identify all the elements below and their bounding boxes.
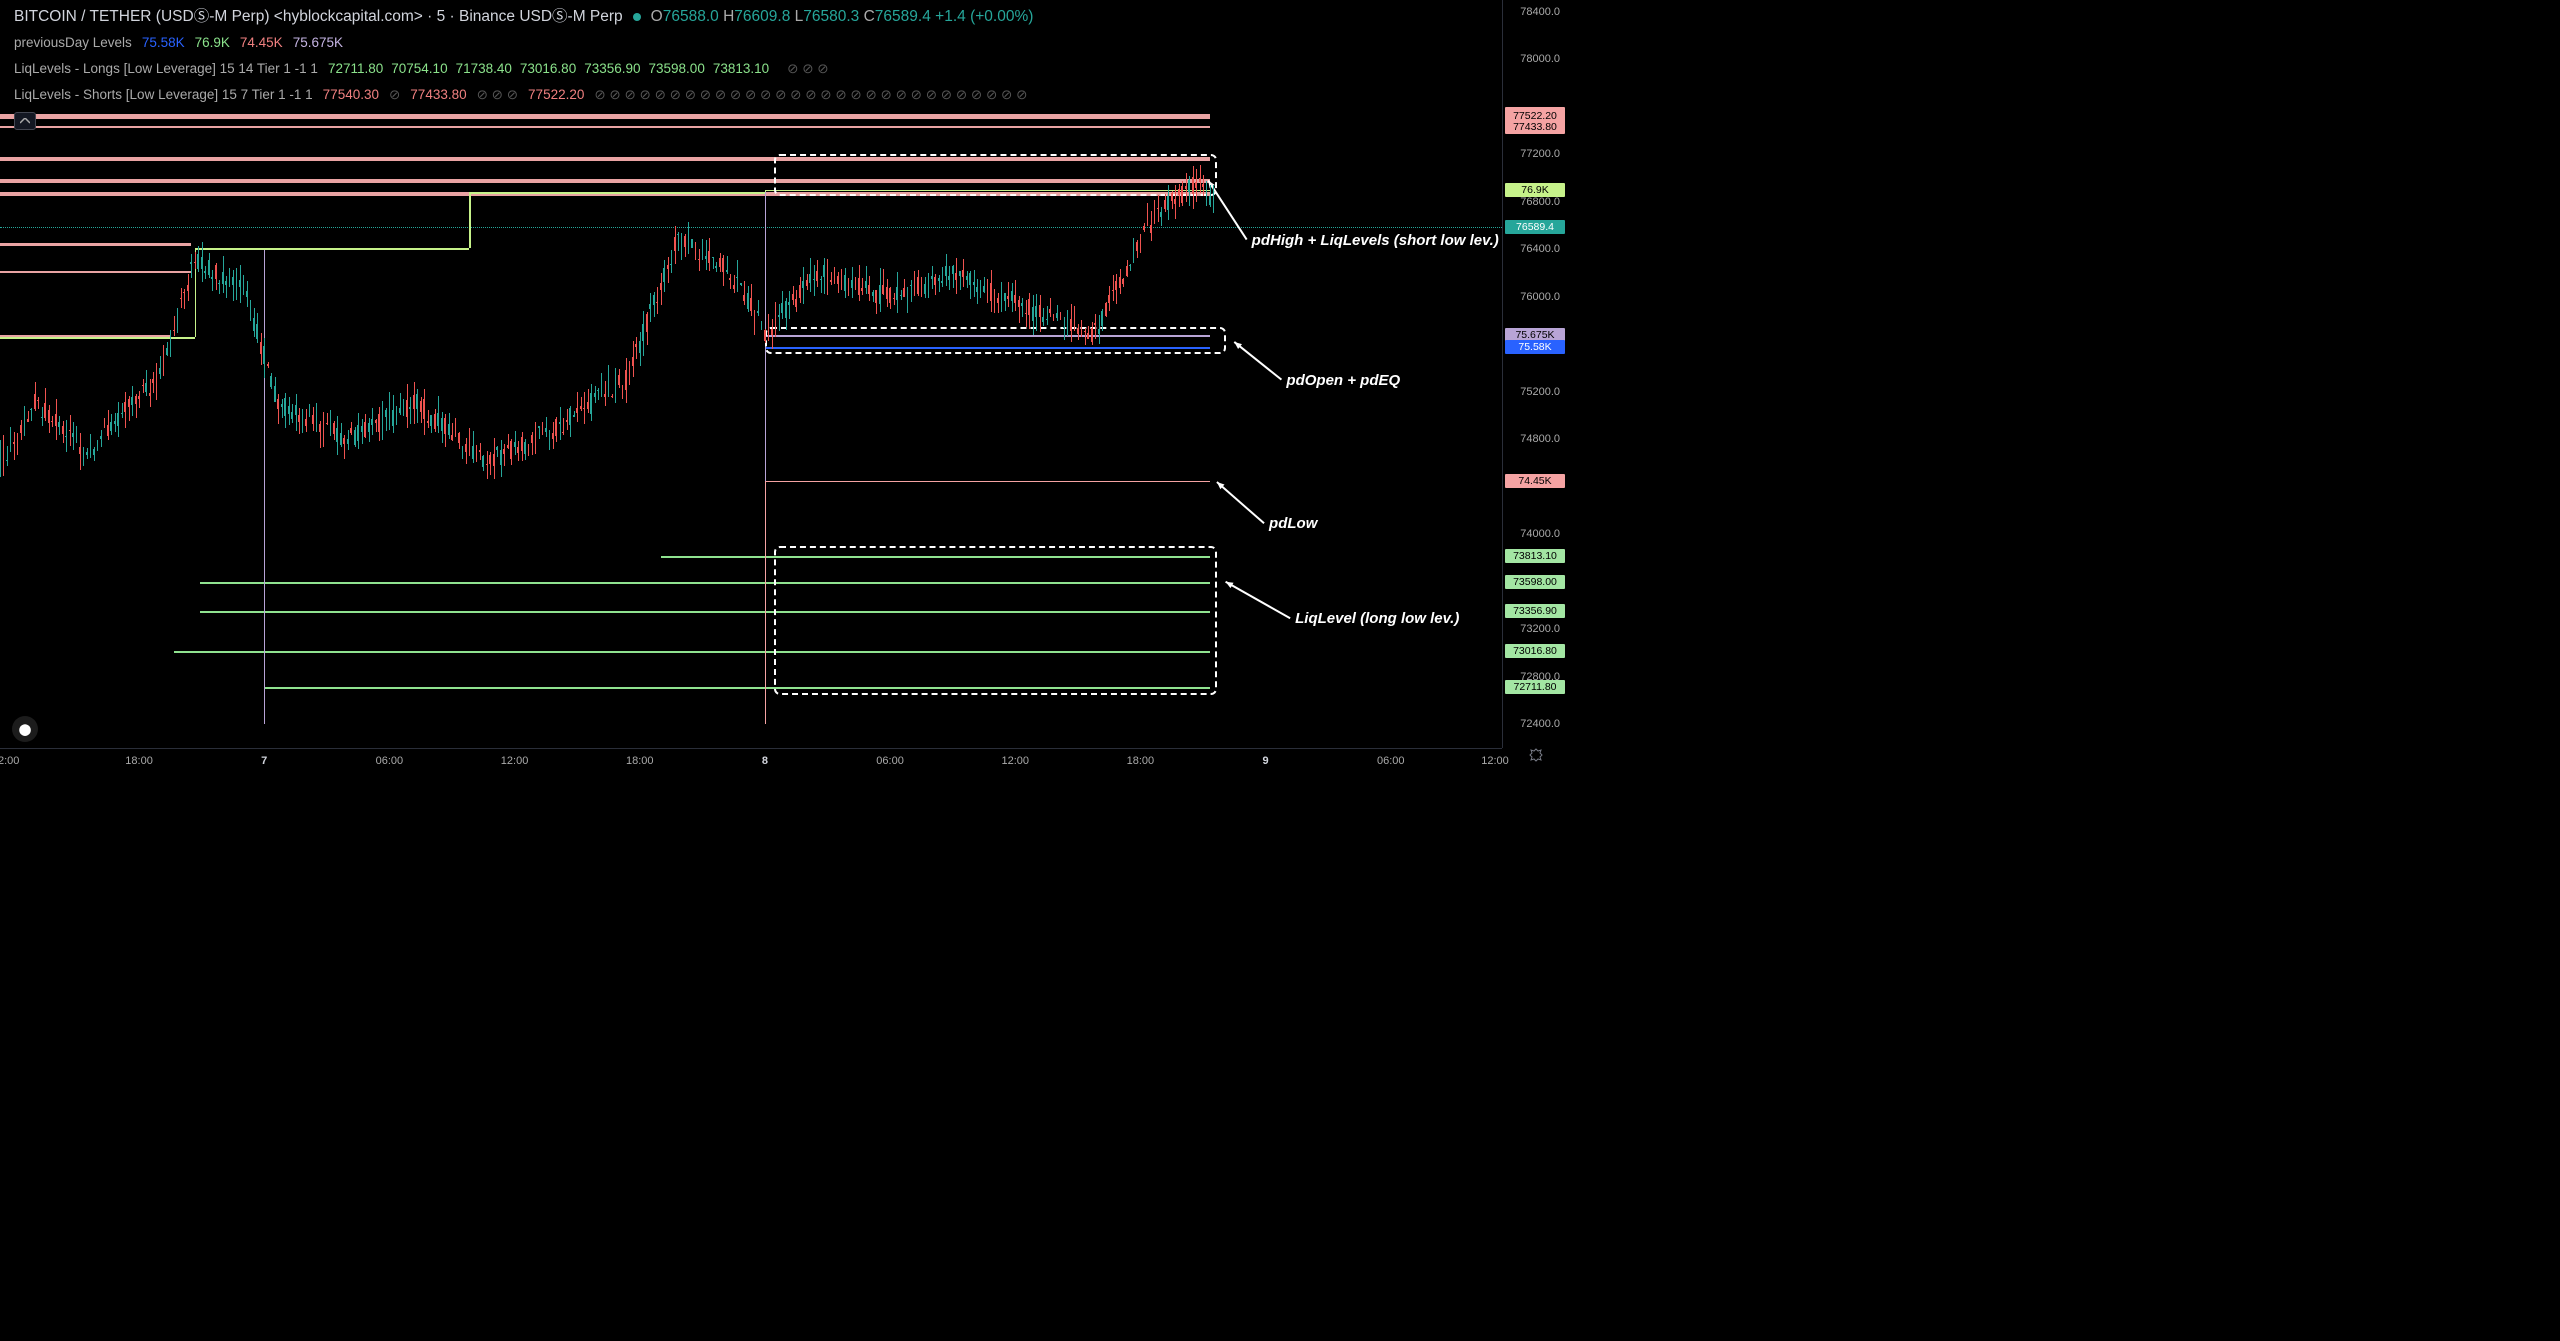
time-axis[interactable]: 2:0018:00706:0012:0018:00806:0012:0018:0… xyxy=(0,748,1502,770)
annotation-label: LiqLevel (long low lev.) xyxy=(1295,610,1459,627)
settings-icon[interactable] xyxy=(1529,748,1543,767)
ohlc-block: O76588.0 H76609.8 L76580.3 C76589.4 +1.4… xyxy=(651,6,1034,28)
chart-header: BITCOIN / TETHER (USDⓈ-M Perp) <hyblockc… xyxy=(14,6,1033,130)
status-dot xyxy=(633,13,641,21)
indicator-liq-shorts[interactable]: LiqLevels - Shorts [Low Leverage] 15 7 T… xyxy=(14,84,1033,106)
annotation-label: pdHigh + LiqLevels (short low lev.) xyxy=(1252,232,1499,249)
tradingview-logo-icon[interactable]: ⬤ xyxy=(12,716,38,742)
indicator-pdlevels[interactable]: previousDay Levels 75.58K 76.9K 74.45K 7… xyxy=(14,32,1033,54)
annotation-label: pdLow xyxy=(1269,515,1317,532)
chart-container: BITCOIN / TETHER (USDⓈ-M Perp) <hyblockc… xyxy=(0,0,1565,770)
price-axis[interactable]: 78400.078000.077200.076800.076400.076000… xyxy=(1502,0,1565,748)
collapse-button[interactable] xyxy=(14,112,36,130)
annotation-label: pdOpen + pdEQ xyxy=(1286,372,1400,389)
indicator-liq-longs[interactable]: LiqLevels - Longs [Low Leverage] 15 14 T… xyxy=(14,58,1033,80)
chevron-up-icon xyxy=(20,118,30,124)
symbol-title[interactable]: BITCOIN / TETHER (USDⓈ-M Perp) <hyblockc… xyxy=(14,6,623,28)
